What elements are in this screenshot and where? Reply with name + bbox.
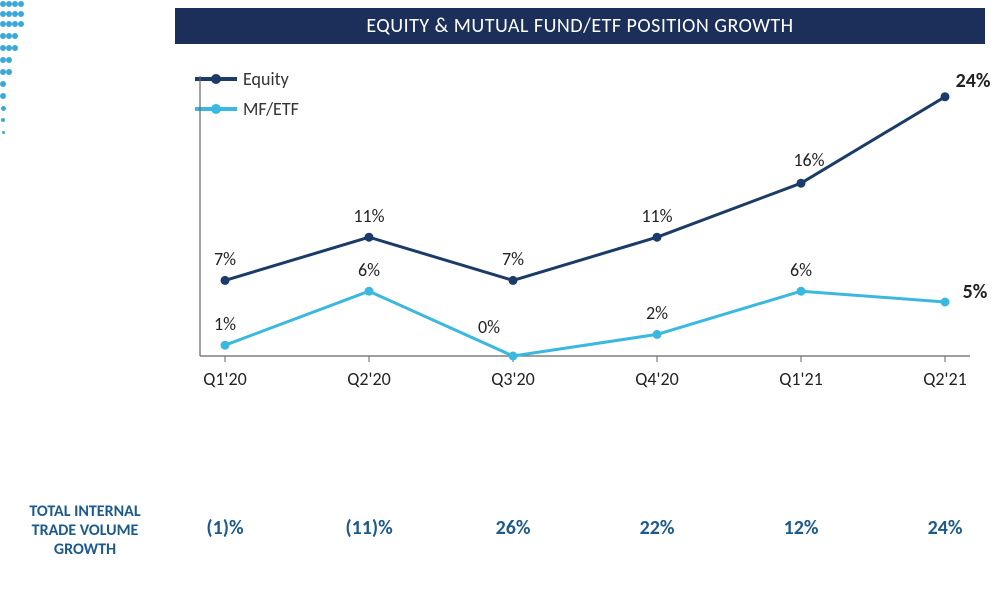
data-point-label: 6% bbox=[790, 259, 812, 281]
bottom-row: TOTAL INTERNAL TRADE VOLUME GROWTH (1)% (… bbox=[0, 496, 1002, 576]
data-point-label: 1% bbox=[214, 313, 236, 335]
bottom-value: 24% bbox=[928, 516, 963, 540]
bottom-value: 22% bbox=[640, 516, 675, 540]
data-point-label: 7% bbox=[502, 248, 524, 270]
x-axis-label: Q3'20 bbox=[491, 368, 534, 390]
bottom-value: (1)% bbox=[206, 516, 243, 540]
x-axis-label: Q2'21 bbox=[923, 368, 966, 390]
data-point-label: 7% bbox=[214, 248, 236, 270]
bottom-title-line2: TRADE VOLUME bbox=[32, 521, 139, 540]
data-point-label: 24% bbox=[956, 69, 991, 93]
data-point-label: 5% bbox=[963, 280, 988, 304]
page-root: EQUITY & MUTUAL FUND/ETF POSITION GROWTH… bbox=[0, 0, 1002, 597]
plot-area: Q1'20 Q2'20 Q3'20 Q4'20 Q1'21 Q2'21 7% 11% 7% 11%… bbox=[185, 56, 975, 406]
bottom-row-title: TOTAL INTERNAL TRADE VOLUME GROWTH bbox=[0, 502, 170, 560]
bottom-title-line1: TOTAL INTERNAL bbox=[29, 502, 140, 521]
bottom-value: (11)% bbox=[345, 516, 392, 540]
bottom-value: 12% bbox=[784, 516, 819, 540]
data-point-label: 11% bbox=[641, 205, 672, 227]
data-point-label: 0% bbox=[478, 316, 500, 338]
plot-svg bbox=[185, 56, 975, 406]
bottom-value: 26% bbox=[496, 516, 531, 540]
chart-title-bar: EQUITY & MUTUAL FUND/ETF POSITION GROWTH bbox=[175, 8, 985, 44]
data-point-label: 16% bbox=[793, 149, 824, 171]
chart-title: EQUITY & MUTUAL FUND/ETF POSITION GROWTH bbox=[366, 14, 793, 38]
x-axis-label: Q2'20 bbox=[347, 368, 390, 390]
x-axis-label: Q1'21 bbox=[779, 368, 822, 390]
x-axis-label: Q1'20 bbox=[203, 368, 246, 390]
chart-container: Equity MF/ETF Q1'20Q2'20Q3'20Q4'20Q1'21Q… bbox=[175, 56, 985, 406]
data-point-label: 2% bbox=[646, 302, 668, 324]
data-point-label: 11% bbox=[353, 205, 384, 227]
x-axis-label: Q4'20 bbox=[635, 368, 678, 390]
bottom-title-line3: GROWTH bbox=[54, 540, 116, 559]
decorative-dots bbox=[0, 0, 30, 140]
data-point-label: 6% bbox=[358, 259, 380, 281]
